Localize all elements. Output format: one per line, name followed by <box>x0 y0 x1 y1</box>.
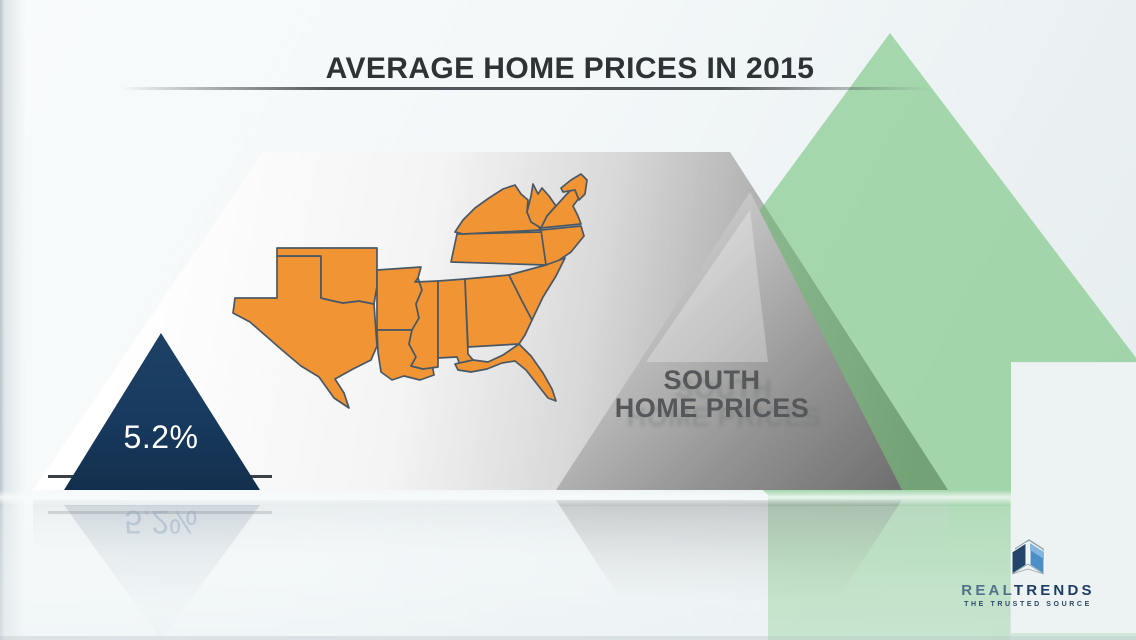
logo-tagline: THE TRUSTED SOURCE <box>964 601 1092 608</box>
state-south-carolina <box>508 257 566 321</box>
region-label-line2: HOME PRICES <box>614 393 810 423</box>
title-underline <box>120 87 932 90</box>
state-tennessee <box>450 231 554 266</box>
state-florida <box>454 343 557 402</box>
realtrends-book-icon <box>1011 539 1045 575</box>
horizon-highlight <box>0 490 1136 506</box>
southern-us-map <box>232 173 588 409</box>
logo-word-trends: TRENDS <box>1013 582 1095 599</box>
region-label: SOUTH HOME PRICES <box>597 366 827 422</box>
bottom-edge-shadow <box>0 636 1136 640</box>
state-mississippi <box>408 277 439 370</box>
stat-value: 5.2% <box>123 419 199 455</box>
state-arkansas <box>376 266 423 331</box>
logo-word-real: REAL <box>961 582 1014 599</box>
reflection-fade-overlay <box>0 506 1136 640</box>
page-title: AVERAGE HOME PRICES IN 2015 <box>325 52 815 85</box>
region-label-line1: SOUTH <box>663 365 761 395</box>
logo-panel <box>1011 362 1136 633</box>
state-west-virginia <box>526 183 557 229</box>
logo-wordmark: REALTRENDS <box>943 582 1113 599</box>
state-maryland-delaware <box>560 173 588 201</box>
